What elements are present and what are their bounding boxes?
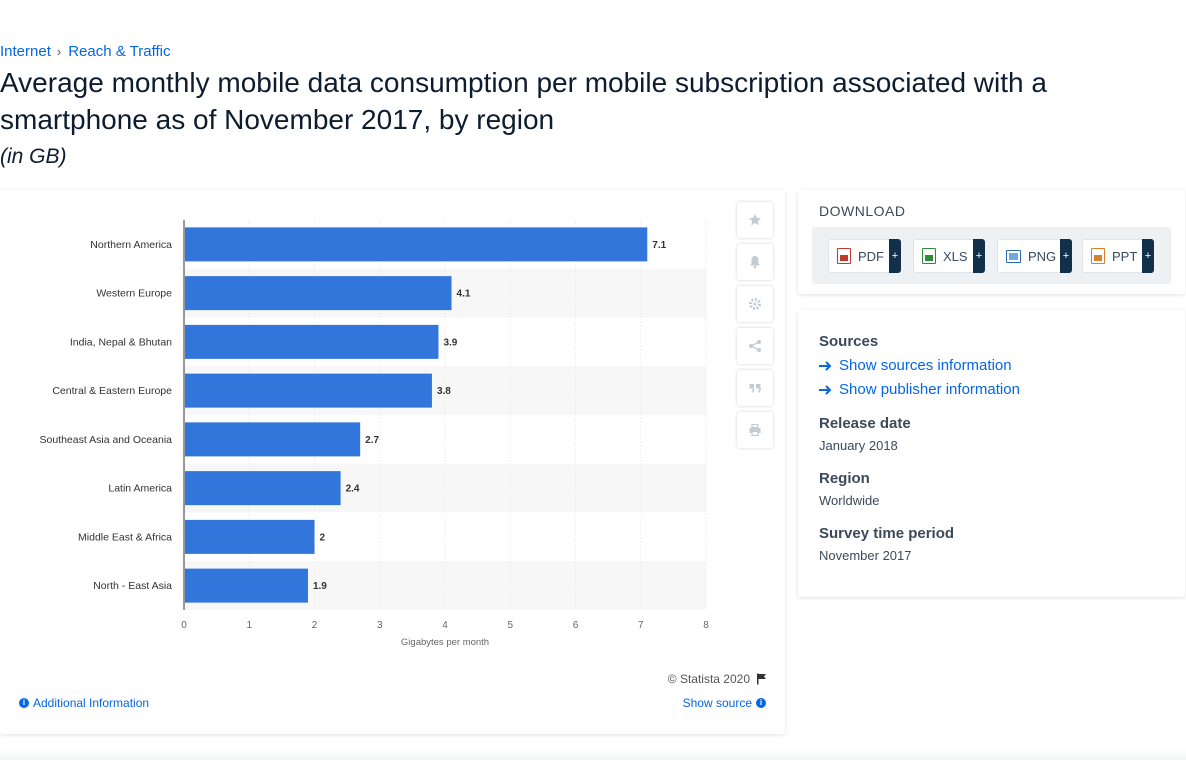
data-label: 4.1 bbox=[457, 289, 471, 300]
show-publisher-link[interactable]: Show publisher information bbox=[819, 381, 1020, 398]
breadcrumb: Internet › Reach & Traffic bbox=[0, 43, 171, 60]
y-category-label: Middle East & Africa bbox=[78, 531, 172, 543]
bar bbox=[185, 422, 361, 457]
plus-icon: + bbox=[889, 239, 901, 273]
page-subtitle: (in GB) bbox=[0, 145, 67, 168]
page-title: Average monthly mobile data consumption … bbox=[0, 67, 1047, 135]
copyright-text: © Statista 2020 bbox=[667, 672, 750, 686]
share-button[interactable] bbox=[737, 328, 773, 364]
page-bottom-strip bbox=[0, 748, 1186, 760]
show-source-link[interactable]: Show source i bbox=[683, 696, 766, 710]
ppt-file-icon bbox=[1091, 248, 1105, 264]
notification-button[interactable] bbox=[737, 244, 773, 280]
data-label: 3.8 bbox=[437, 386, 451, 397]
y-category-label: Northern America bbox=[90, 239, 172, 251]
download-xls-label: XLS bbox=[943, 248, 968, 264]
info-icon: i bbox=[756, 698, 766, 708]
bar bbox=[185, 568, 308, 603]
png-file-icon bbox=[1006, 249, 1021, 263]
region-heading: Region bbox=[819, 470, 870, 487]
y-category-label: Southeast Asia and Oceania bbox=[39, 434, 172, 446]
data-label: 7.1 bbox=[652, 240, 666, 251]
copyright: © Statista 2020 bbox=[668, 672, 767, 686]
download-panel: DOWNLOAD PDF + XLS + PNG + PPT + bbox=[798, 190, 1185, 294]
survey-period-heading: Survey time period bbox=[819, 525, 955, 542]
y-category-label: Western Europe bbox=[96, 288, 172, 300]
plus-icon: + bbox=[973, 239, 985, 273]
flag-icon[interactable] bbox=[756, 673, 767, 685]
bell-icon bbox=[750, 256, 760, 269]
y-category-label: India, Nepal & Bhutan bbox=[70, 336, 172, 348]
data-label: 2 bbox=[320, 532, 326, 543]
download-bar: PDF + XLS + PNG + PPT + bbox=[812, 227, 1171, 284]
breadcrumb-item-reach-traffic[interactable]: Reach & Traffic bbox=[68, 43, 171, 60]
x-tick-label: 0 bbox=[181, 620, 187, 631]
additional-information-label: Additional Information bbox=[33, 696, 150, 710]
additional-information-link[interactable]: i Additional Information bbox=[19, 696, 149, 710]
x-tick-label: 1 bbox=[246, 620, 252, 631]
breadcrumb-item-internet[interactable]: Internet bbox=[0, 43, 51, 60]
arrow-right-icon bbox=[819, 360, 832, 371]
meta-panel: Sources Show sources information Show pu… bbox=[798, 310, 1185, 597]
download-ppt-label: PPT bbox=[1112, 248, 1138, 264]
download-png-button[interactable]: PNG + bbox=[997, 239, 1072, 273]
chart-tools bbox=[737, 202, 773, 448]
cite-button[interactable] bbox=[737, 370, 773, 406]
breadcrumb-separator-icon: › bbox=[56, 44, 62, 59]
y-category-label: Latin America bbox=[108, 483, 172, 495]
x-axis-label: Gigabytes per month bbox=[401, 637, 489, 648]
download-png-label: PNG bbox=[1028, 248, 1057, 264]
bar bbox=[185, 471, 341, 506]
bar bbox=[185, 324, 439, 359]
pdf-file-icon bbox=[837, 248, 851, 264]
bar bbox=[185, 519, 315, 554]
bar bbox=[185, 373, 432, 408]
download-xls-button[interactable]: XLS + bbox=[913, 239, 985, 273]
gear-icon bbox=[749, 298, 761, 310]
x-tick-label: 7 bbox=[638, 620, 644, 631]
star-icon bbox=[749, 214, 761, 226]
data-label: 2.7 bbox=[365, 435, 379, 446]
sources-heading: Sources bbox=[819, 333, 879, 350]
survey-period-value: November 2017 bbox=[819, 548, 912, 563]
data-label: 3.9 bbox=[443, 337, 457, 348]
x-tick-label: 3 bbox=[377, 620, 383, 631]
print-icon bbox=[749, 423, 761, 437]
release-date-value: January 2018 bbox=[819, 438, 898, 453]
y-category-label: North - East Asia bbox=[93, 580, 172, 592]
x-tick-label: 4 bbox=[442, 620, 448, 631]
download-pdf-label: PDF bbox=[858, 248, 884, 264]
show-publisher-label: Show publisher information bbox=[839, 381, 1020, 398]
data-label: 2.4 bbox=[346, 484, 360, 495]
print-button[interactable] bbox=[737, 412, 773, 448]
quote-icon bbox=[749, 384, 762, 393]
x-tick-label: 8 bbox=[703, 620, 709, 631]
show-sources-label: Show sources information bbox=[839, 357, 1012, 374]
xls-file-icon bbox=[922, 248, 936, 264]
bar bbox=[185, 227, 648, 262]
favorite-button[interactable] bbox=[737, 202, 773, 238]
x-tick-label: 2 bbox=[312, 620, 318, 631]
x-tick-label: 6 bbox=[573, 620, 579, 631]
info-icon: i bbox=[19, 698, 29, 708]
share-icon bbox=[749, 340, 761, 352]
region-value: Worldwide bbox=[819, 493, 880, 508]
download-ppt-button[interactable]: PPT + bbox=[1082, 239, 1154, 273]
download-title: DOWNLOAD bbox=[819, 203, 906, 219]
show-sources-link[interactable]: Show sources information bbox=[819, 357, 1012, 374]
bar-chart: 0 1 2 3 4 5 6 7 8 Northern America 7.1 Western Euro… bbox=[39, 220, 709, 648]
arrow-right-icon bbox=[819, 384, 832, 395]
plus-icon: + bbox=[1060, 239, 1072, 273]
settings-button[interactable] bbox=[737, 286, 773, 322]
y-category-label: Central & Eastern Europe bbox=[52, 385, 172, 397]
chart-panel: 0 1 2 3 4 5 6 7 8 Northern America 7.1 Western Euro… bbox=[0, 190, 785, 734]
data-label: 1.9 bbox=[313, 581, 327, 592]
x-tick-label: 5 bbox=[507, 620, 513, 631]
download-pdf-button[interactable]: PDF + bbox=[828, 239, 901, 273]
show-source-label: Show source bbox=[682, 696, 752, 710]
release-date-heading: Release date bbox=[819, 415, 911, 432]
bar bbox=[185, 276, 452, 311]
plus-icon: + bbox=[1142, 239, 1154, 273]
